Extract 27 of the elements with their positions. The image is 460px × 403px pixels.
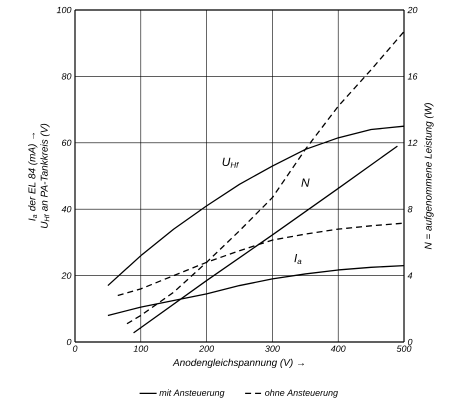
y-tick-label: 20 — [61, 272, 72, 279]
x-tick-label: 300 — [265, 346, 280, 352]
y2-axis-title: N = aufgenommene Leistung (W) — [424, 103, 434, 250]
x-tick-label: 500 — [396, 346, 412, 352]
annotation: N — [301, 178, 310, 187]
text: U$_{Hf}$ an PA-Tankkreis (V) — [40, 124, 50, 228]
y-tick-label: 60 — [62, 140, 72, 146]
y2-tick-label: 8 — [408, 206, 412, 212]
y2-tick-label: 4 — [408, 272, 412, 279]
y2-tick-label: 0 — [408, 338, 412, 346]
x-tick-label: 100 — [134, 346, 148, 352]
y2-tick-label: 12 — [408, 140, 418, 146]
legend-label: ohne Ansteuerung — [265, 389, 338, 398]
x-tick-label: 0 — [72, 346, 78, 352]
y-tick-label: 40 — [62, 206, 72, 212]
y2-tick-label: 16 — [408, 73, 418, 80]
annotation: U$_{Hf}$ — [222, 158, 240, 168]
x-axis-title: Anodengleichspannung (V) → — [172, 358, 304, 368]
annotation: I$_{a}$ — [294, 254, 302, 264]
legend-label: mit Ansteuerung — [159, 389, 224, 398]
y-tick-label: 0 — [66, 338, 72, 346]
y-tick-label: 80 — [62, 73, 72, 80]
x-tick-label: 200 — [199, 346, 214, 352]
text: I$_{a}$ der EL 84 (mA) → — [28, 132, 38, 221]
y-tick-label: 100 — [56, 6, 72, 14]
x-tick-label: 400 — [330, 346, 346, 352]
y2-tick-label: 20 — [407, 6, 418, 14]
